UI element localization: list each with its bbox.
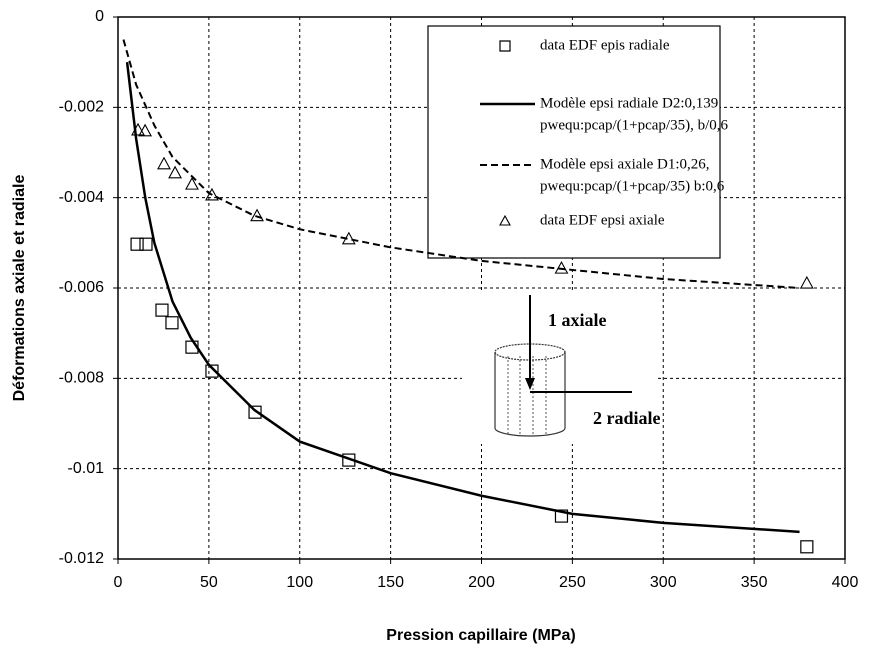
y-tick-label: -0.002 <box>59 99 104 116</box>
x-tick-label: 250 <box>559 574 586 591</box>
x-tick-label: 350 <box>741 574 768 591</box>
x-tick-label: 100 <box>286 574 313 591</box>
x-tick-label: 400 <box>832 574 859 591</box>
x-axis-title: Pression capillaire (MPa) <box>386 627 575 644</box>
x-tick-label: 300 <box>650 574 677 591</box>
square-marker <box>248 405 262 419</box>
legend-box <box>427 25 721 259</box>
legend-label: pwequ:pcap/(1+pcap/35), b/0,6 <box>540 117 728 133</box>
triangle-marker <box>168 165 182 179</box>
triangle-marker <box>157 156 171 170</box>
triangle-marker <box>799 275 814 289</box>
square-marker <box>155 303 169 317</box>
triangle-marker <box>185 176 199 190</box>
y-tick-label: -0.01 <box>68 460 105 477</box>
legend-marker <box>499 40 511 52</box>
square-marker <box>554 509 569 523</box>
triangle-marker <box>131 122 145 136</box>
square-marker <box>139 237 153 251</box>
y-tick-label: -0.006 <box>59 279 104 296</box>
legend-label: data EDF epsi axiale <box>540 212 665 228</box>
x-tick-label: 50 <box>200 574 218 591</box>
square-marker <box>800 540 814 554</box>
y-axis-title: Déformations axiale et radiale <box>11 175 28 402</box>
model-line <box>122 39 800 289</box>
triangle-marker <box>341 231 356 245</box>
square-marker <box>205 364 219 378</box>
y-tick-label: -0.008 <box>59 370 104 387</box>
legend-label: Modèle epsi radiale D2:0,139 <box>540 95 718 111</box>
legend-label: Modèle epsi axiale D1:0,26, <box>540 156 710 172</box>
x-tick-label: 0 <box>114 574 123 591</box>
square-marker <box>130 237 144 251</box>
plot-border <box>117 16 846 560</box>
legend-label: data EDF epis radiale <box>540 37 670 53</box>
cylinder-bottom <box>494 427 566 437</box>
square-marker <box>165 316 179 330</box>
x-tick-label: 200 <box>468 574 495 591</box>
axial-arrowhead <box>525 378 535 390</box>
triangle-marker <box>250 208 264 222</box>
triangle-marker <box>554 260 569 274</box>
x-tick-label: 150 <box>377 574 404 591</box>
annotation: 2 radiale <box>593 408 661 428</box>
y-tick-label: -0.012 <box>59 550 104 567</box>
legend-marker <box>499 214 511 226</box>
triangle-marker <box>138 123 153 137</box>
annotation: 1 axiale <box>548 310 607 330</box>
model-line <box>125 62 800 534</box>
triangle-marker <box>205 187 219 201</box>
y-tick-label: 0 <box>95 8 104 25</box>
legend-label: pwequ:pcap/(1+pcap/35) b:0,6 <box>540 178 725 194</box>
y-tick-label: -0.004 <box>59 189 104 206</box>
